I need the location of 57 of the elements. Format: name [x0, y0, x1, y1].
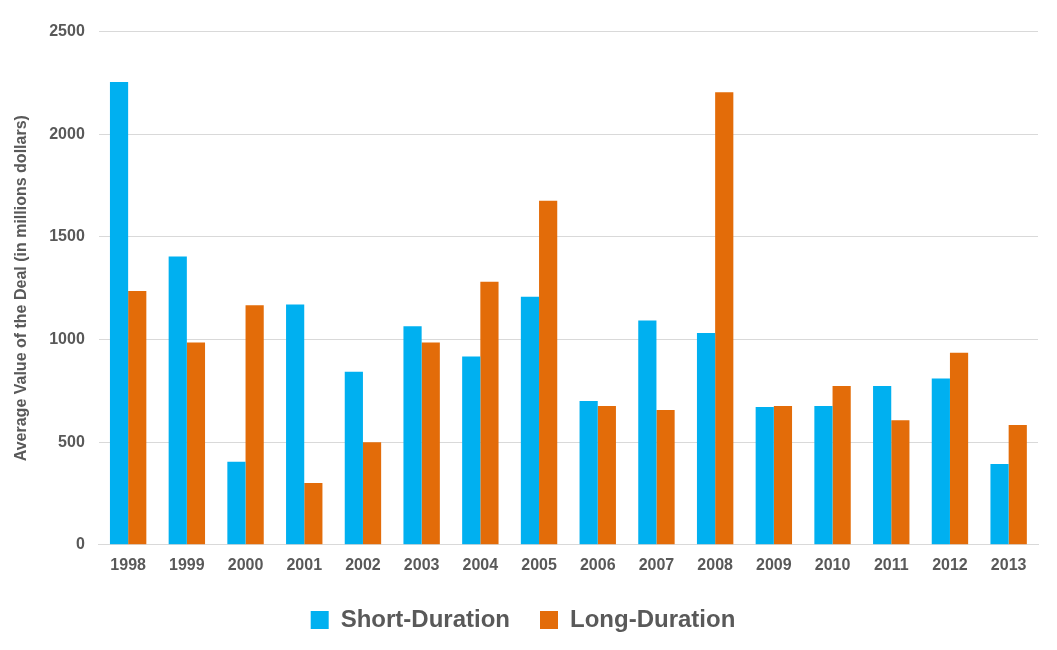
x-tick-label: 2013	[990, 555, 1027, 573]
bar	[755, 407, 774, 545]
x-tick-label: 2008	[697, 555, 734, 573]
bar	[344, 371, 363, 545]
bar	[696, 332, 716, 545]
x-tick-label: 2000	[227, 555, 264, 573]
bar	[656, 409, 675, 545]
bar	[186, 342, 206, 545]
bar	[286, 304, 305, 545]
legend-label: Short-Duration	[340, 604, 511, 632]
bar	[480, 281, 499, 545]
x-tick-label: 2003	[403, 555, 440, 573]
y-tick-label: 500	[58, 432, 85, 450]
bar	[421, 342, 440, 545]
y-tick-label: 1500	[49, 227, 85, 245]
bar	[1008, 425, 1027, 545]
x-tick-label: 2004	[462, 555, 499, 573]
bar	[990, 463, 1009, 545]
bar	[949, 352, 969, 545]
x-tick-label: 2012	[932, 555, 968, 573]
bar	[362, 442, 382, 545]
bar	[891, 420, 910, 545]
bar	[579, 401, 598, 545]
bar	[227, 461, 246, 545]
x-tick-label: 2010	[814, 555, 851, 573]
bar	[873, 386, 892, 545]
legend-label: Long-Duration	[570, 604, 736, 632]
bar	[128, 291, 147, 545]
bar	[832, 386, 851, 545]
x-tick-label: 1998	[110, 555, 147, 573]
y-tick-label: 2500	[49, 22, 85, 40]
bar	[245, 305, 264, 545]
bar	[597, 406, 616, 545]
bar	[773, 406, 793, 545]
x-tick-label: 2001	[286, 555, 323, 573]
bar	[109, 81, 129, 545]
bar	[539, 200, 558, 545]
bar	[403, 326, 422, 545]
x-tick-label: 2005	[521, 555, 557, 573]
bar	[814, 406, 833, 545]
bar	[462, 356, 481, 545]
bar	[638, 320, 657, 545]
x-tick-label: 1999	[169, 555, 205, 573]
bar	[168, 256, 187, 545]
x-tick-label: 2006	[579, 555, 616, 573]
bar	[520, 296, 540, 545]
y-axis-title: Average Value of the Deal (in millions dollars)	[12, 115, 30, 462]
x-tick-label: 2002	[345, 555, 381, 573]
bar	[931, 378, 950, 545]
x-tick-label: 2009	[756, 555, 792, 573]
bar	[715, 92, 734, 545]
y-tick-label: 0	[75, 535, 85, 553]
x-tick-label: 2007	[638, 555, 675, 573]
bar	[304, 483, 323, 545]
x-tick-label: 2011	[873, 555, 909, 573]
y-tick-label: 1000	[49, 329, 85, 347]
y-tick-label: 2000	[49, 124, 85, 142]
